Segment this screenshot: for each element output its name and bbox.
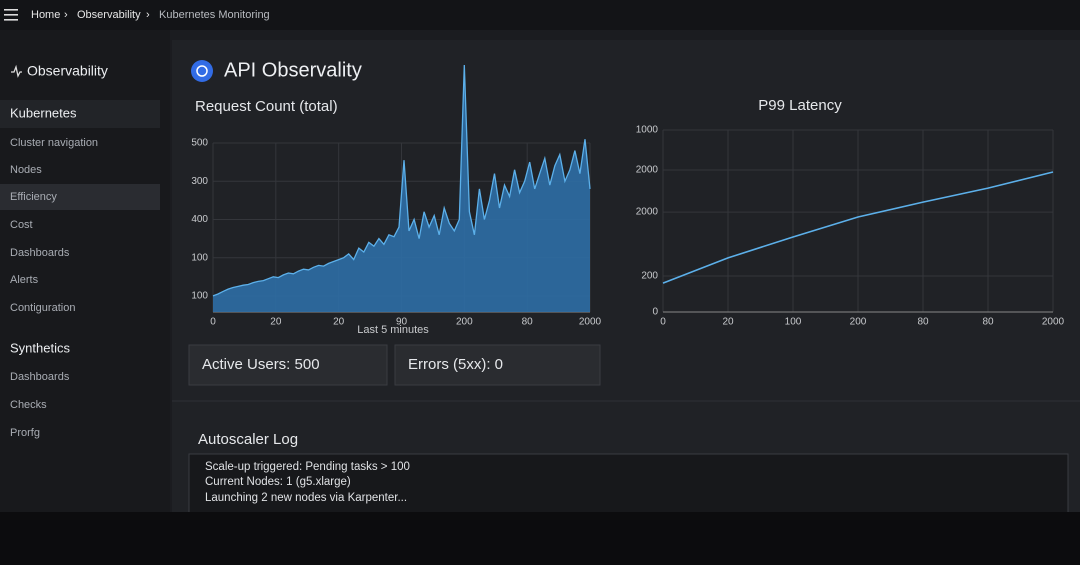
x-tick-label: 20 <box>722 317 734 328</box>
sidebar-item[interactable]: Cost <box>10 219 33 231</box>
y-tick-label: 1000 <box>636 125 659 136</box>
active-item <box>0 184 160 210</box>
chart-title: P99 Latency <box>758 97 842 114</box>
y-tick-label: 2000 <box>636 165 659 176</box>
bottom-edge <box>0 512 1080 565</box>
sidebar-item[interactable]: Dashboards <box>10 371 70 383</box>
log-title: Autoscaler Log <box>198 431 298 448</box>
stat-text: Errors (5xx): 0 <box>408 356 503 373</box>
x-tick-label: 0 <box>660 317 666 328</box>
sidebar-title: Observability <box>27 63 108 79</box>
x-tick-label: 0 <box>210 317 216 328</box>
panel-title: API Observality <box>224 59 362 81</box>
sidebar-section[interactable]: Synthetics <box>10 340 70 355</box>
y-tick-label: 0 <box>652 307 658 318</box>
log-line: Current Nodes: 1 (g5.xlarge) <box>205 476 351 488</box>
x-tick-label: 200 <box>456 317 473 328</box>
x-tick-label: 80 <box>982 317 994 328</box>
sidebar-item[interactable]: Alerts <box>10 274 39 286</box>
breadcrumb-current: Kubernetes Monitoring <box>159 9 270 21</box>
y-tick-label: 500 <box>191 138 208 149</box>
sidebar-item[interactable]: Cluster navigation <box>10 137 98 149</box>
sidebar-item[interactable]: Checks <box>10 399 47 411</box>
kubernetes-icon <box>191 60 213 82</box>
log-line: Launching 2 new nodes via Karpenter... <box>205 492 407 504</box>
log-line: Scale-up triggered: Pending tasks > 100 <box>205 461 410 473</box>
sidebar-section[interactable]: Kubernetes <box>10 105 77 120</box>
breadcrumb-link[interactable]: Observability <box>77 9 141 21</box>
x-tick-label: 20 <box>333 317 345 328</box>
x-tick-label: 100 <box>785 317 802 328</box>
menu-icon[interactable] <box>4 9 18 21</box>
x-tick-label: 80 <box>522 317 534 328</box>
stat-text: Active Users: 500 <box>202 356 320 373</box>
sidebar-item[interactable]: Nodes <box>10 164 42 176</box>
line <box>662 171 1054 284</box>
sidebar-item[interactable]: Dashboards <box>10 247 70 259</box>
sidebar-item[interactable]: Prorfg <box>10 427 40 439</box>
breadcrumb-separator: › <box>146 9 150 21</box>
y-tick-label: 2000 <box>636 207 659 218</box>
area <box>213 65 590 312</box>
x-tick-label: 90 <box>396 317 408 328</box>
top-bar <box>0 0 1080 30</box>
y-tick-label: 300 <box>191 176 208 187</box>
stat-box <box>188 344 388 386</box>
y-tick-label: 400 <box>191 214 208 225</box>
pulse-icon <box>11 64 22 78</box>
area-line <box>212 64 591 297</box>
chart-title: Request Count (total) <box>195 98 338 115</box>
breadcrumb-link[interactable]: Home <box>31 9 60 21</box>
breadcrumb-separator: › <box>64 9 68 21</box>
x-tick-label: 2000 <box>579 317 602 328</box>
x-tick-label: 80 <box>917 317 929 328</box>
y-tick-label: 100 <box>191 291 208 302</box>
x-tick-label: 2000 <box>1042 317 1065 328</box>
y-tick-label: 200 <box>641 271 658 282</box>
x-tick-label: 20 <box>270 317 282 328</box>
kubernetes-icon-wheel <box>196 65 208 77</box>
sidebar-item[interactable]: Contiguration <box>10 302 75 314</box>
x-tick-label: 200 <box>850 317 867 328</box>
x-axis-label: Last 5 minutes <box>357 324 429 336</box>
sidebar-item[interactable]: Efficiency <box>10 191 57 203</box>
y-tick-label: 100 <box>191 252 208 263</box>
stat-box <box>394 344 601 386</box>
section-highlight <box>0 100 160 128</box>
